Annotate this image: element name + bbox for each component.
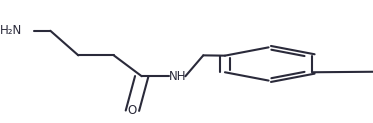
Text: NH: NH: [169, 70, 186, 83]
Text: O: O: [128, 104, 137, 117]
Text: H₂N: H₂N: [0, 24, 22, 37]
